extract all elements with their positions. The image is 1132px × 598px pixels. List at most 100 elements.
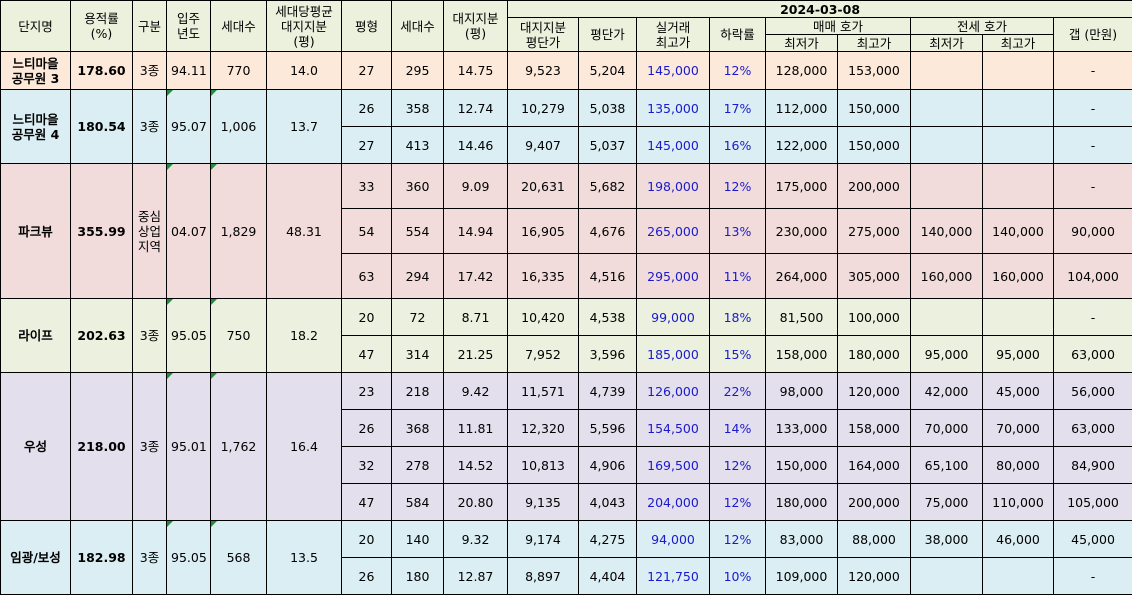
cell-land-price[interactable]: 9,523 (507, 51, 579, 90)
cell-complex[interactable]: 임광/보성 (0, 520, 71, 595)
cell-far[interactable]: 180.54 (70, 89, 133, 164)
cell-jeonse-min[interactable]: 65,100 (910, 446, 983, 484)
header-sale-ask[interactable]: 매매 호가 (765, 17, 911, 35)
cell-peak[interactable]: 198,000 (636, 163, 710, 209)
cell-land-price[interactable]: 11,571 (507, 372, 579, 410)
cell-sale-max[interactable]: 153,000 (837, 51, 911, 90)
cell-price[interactable]: 5,682 (578, 163, 637, 209)
cell-sale-max[interactable]: 200,000 (837, 163, 911, 209)
cell-jeonse-min[interactable]: 140,000 (910, 208, 983, 254)
cell-land-share[interactable]: 20.80 (443, 483, 508, 521)
cell-gap[interactable]: 90,000 (1052, 208, 1132, 254)
header-far[interactable]: 용적률 (%) (70, 0, 133, 52)
cell-land-share[interactable]: 8.71 (443, 298, 508, 336)
cell-price[interactable]: 4,739 (578, 372, 637, 410)
cell-jeonse-max[interactable] (982, 298, 1054, 336)
cell-peak[interactable]: 295,000 (636, 253, 710, 299)
cell-price[interactable]: 4,275 (578, 520, 637, 558)
cell-complex[interactable]: 느티마을 공무원 3 (0, 51, 71, 90)
cell-land-price[interactable]: 12,320 (507, 409, 579, 447)
cell-sale-max[interactable]: 275,000 (837, 208, 911, 254)
header-sale-max[interactable]: 최고가 (837, 34, 911, 52)
cell-pyeong[interactable]: 20 (341, 298, 392, 336)
cell-land-price[interactable]: 9,407 (507, 126, 579, 164)
cell-pyeong[interactable]: 27 (341, 126, 392, 164)
cell-gap[interactable]: 45,000 (1052, 520, 1132, 558)
cell-peak[interactable]: 121,750 (636, 557, 710, 595)
cell-pyeong[interactable]: 27 (341, 51, 392, 90)
cell-pyeong[interactable]: 47 (341, 335, 392, 373)
cell-sale-min[interactable]: 264,000 (765, 253, 838, 299)
cell-far[interactable]: 178.60 (70, 51, 133, 90)
cell-sale-max[interactable]: 180,000 (837, 335, 911, 373)
cell-sale-max[interactable]: 305,000 (837, 253, 911, 299)
cell-pyeong[interactable]: 47 (341, 483, 392, 521)
cell-pyeong[interactable]: 20 (341, 520, 392, 558)
cell-type-households[interactable]: 358 (391, 89, 444, 127)
cell-sale-max[interactable]: 120,000 (837, 557, 911, 595)
cell-peak[interactable]: 204,000 (636, 483, 710, 521)
cell-price[interactable]: 4,516 (578, 253, 637, 299)
cell-gap[interactable]: - (1052, 298, 1132, 336)
cell-land-share[interactable]: 21.25 (443, 335, 508, 373)
cell-year[interactable]: 95.05 (166, 520, 211, 595)
cell-zone[interactable]: 3종 (132, 89, 167, 164)
cell-jeonse-max[interactable]: 46,000 (982, 520, 1054, 558)
cell-jeonse-max[interactable]: 45,000 (982, 372, 1054, 410)
cell-avg-land-share[interactable]: 13.5 (266, 520, 342, 595)
cell-avg-land-share[interactable]: 13.7 (266, 89, 342, 164)
cell-jeonse-min[interactable]: 160,000 (910, 253, 983, 299)
cell-land-price[interactable]: 20,631 (507, 163, 579, 209)
cell-jeonse-min[interactable] (910, 163, 983, 209)
cell-price[interactable]: 4,906 (578, 446, 637, 484)
cell-land-share[interactable]: 12.87 (443, 557, 508, 595)
cell-drop[interactable]: 12% (709, 51, 766, 90)
cell-land-price[interactable]: 16,905 (507, 208, 579, 254)
cell-avg-land-share[interactable]: 18.2 (266, 298, 342, 373)
cell-price[interactable]: 4,043 (578, 483, 637, 521)
cell-price[interactable]: 5,204 (578, 51, 637, 90)
header-peak-trade[interactable]: 실거래 최고가 (636, 17, 710, 52)
cell-complex[interactable]: 느티마을 공무원 4 (0, 89, 71, 164)
cell-drop[interactable]: 11% (709, 253, 766, 299)
cell-price[interactable]: 4,676 (578, 208, 637, 254)
cell-drop[interactable]: 13% (709, 208, 766, 254)
cell-avg-land-share[interactable]: 14.0 (266, 51, 342, 90)
cell-avg-land-share[interactable]: 16.4 (266, 372, 342, 521)
header-jeonse-ask[interactable]: 전세 호가 (910, 17, 1054, 35)
cell-households[interactable]: 1,006 (210, 89, 267, 164)
cell-type-households[interactable]: 140 (391, 520, 444, 558)
cell-far[interactable]: 355.99 (70, 163, 133, 299)
cell-land-price[interactable]: 7,952 (507, 335, 579, 373)
cell-sale-max[interactable]: 150,000 (837, 126, 911, 164)
cell-land-share[interactable]: 14.46 (443, 126, 508, 164)
cell-sale-min[interactable]: 81,500 (765, 298, 838, 336)
header-avg-land-share[interactable]: 세대당평균 대지지분 (평) (266, 0, 342, 52)
cell-jeonse-max[interactable]: 95,000 (982, 335, 1054, 373)
header-land-share[interactable]: 대지지분 (평) (443, 0, 508, 52)
header-gap[interactable]: 갭 (만원) (1052, 17, 1132, 52)
cell-peak[interactable]: 94,000 (636, 520, 710, 558)
cell-far[interactable]: 202.63 (70, 298, 133, 373)
cell-drop[interactable]: 12% (709, 483, 766, 521)
cell-drop[interactable]: 16% (709, 126, 766, 164)
cell-drop[interactable]: 12% (709, 446, 766, 484)
cell-households[interactable]: 770 (210, 51, 267, 90)
cell-zone[interactable]: 3종 (132, 51, 167, 90)
cell-price[interactable]: 4,538 (578, 298, 637, 336)
cell-far[interactable]: 218.00 (70, 372, 133, 521)
cell-peak[interactable]: 145,000 (636, 126, 710, 164)
cell-type-households[interactable]: 180 (391, 557, 444, 595)
cell-drop[interactable]: 12% (709, 163, 766, 209)
cell-land-share[interactable]: 17.42 (443, 253, 508, 299)
cell-peak[interactable]: 169,500 (636, 446, 710, 484)
cell-pyeong[interactable]: 26 (341, 557, 392, 595)
cell-jeonse-min[interactable]: 95,000 (910, 335, 983, 373)
cell-sale-min[interactable]: 122,000 (765, 126, 838, 164)
cell-price[interactable]: 5,596 (578, 409, 637, 447)
cell-type-households[interactable]: 314 (391, 335, 444, 373)
header-pyeong[interactable]: 평형 (341, 0, 392, 52)
cell-gap[interactable]: - (1052, 163, 1132, 209)
cell-sale-min[interactable]: 150,000 (765, 446, 838, 484)
cell-gap[interactable]: 105,000 (1052, 483, 1132, 521)
